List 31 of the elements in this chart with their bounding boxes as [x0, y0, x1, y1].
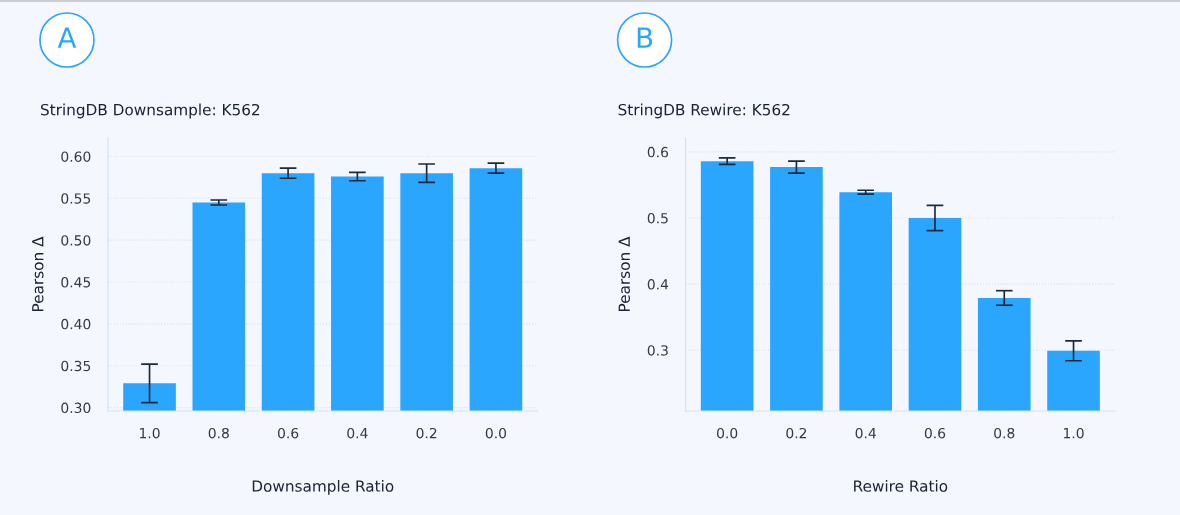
y-tick-label: 0.35 — [61, 360, 91, 372]
chart-title: StringDB Downsample: K562 — [40, 103, 260, 119]
x-tick-label: 0.8 — [994, 427, 1015, 439]
x-tick-label: 0.0 — [717, 427, 738, 439]
y-tick-label: 0.55 — [61, 193, 91, 204]
y-tick-label: 0.50 — [61, 235, 91, 246]
y-tick-label: 0.60 — [61, 151, 91, 162]
y-tick-label: 0.40 — [61, 318, 91, 330]
y-tick-label: 0.30 — [61, 402, 91, 414]
y-tick-label: 0.4 — [647, 279, 669, 290]
x-tick-label: 1.0 — [1064, 427, 1084, 439]
x-tick-label: 0.2 — [416, 427, 437, 439]
y-tick-label: 0.6 — [647, 146, 669, 158]
text: A — [57, 27, 77, 48]
x-tick-label: 0.4 — [347, 427, 368, 439]
text: B — [637, 27, 653, 48]
y-tick-label: 0.5 — [647, 212, 668, 224]
y-axis-title: Pearson Δ — [618, 236, 630, 311]
x-tick-label: 1.0 — [140, 427, 160, 439]
x-tick-label: 0.8 — [208, 427, 229, 439]
x-tick-label: 0.0 — [485, 427, 507, 439]
x-axis-title: Rewire Ratio — [854, 479, 948, 492]
x-tick-label: 0.6 — [277, 427, 299, 439]
y-axis-title: Pearson Δ — [32, 236, 44, 311]
y-tick-label: 0.3 — [647, 345, 668, 356]
x-tick-label: 0.2 — [786, 427, 807, 439]
y-tick-label: 0.45 — [61, 277, 91, 288]
x-tick-label: 0.6 — [924, 427, 946, 439]
x-tick-label: 0.4 — [855, 427, 876, 439]
chart-title: StringDB Rewire: K562 — [618, 103, 790, 119]
x-axis-title: Downsample Ratio — [252, 479, 394, 495]
